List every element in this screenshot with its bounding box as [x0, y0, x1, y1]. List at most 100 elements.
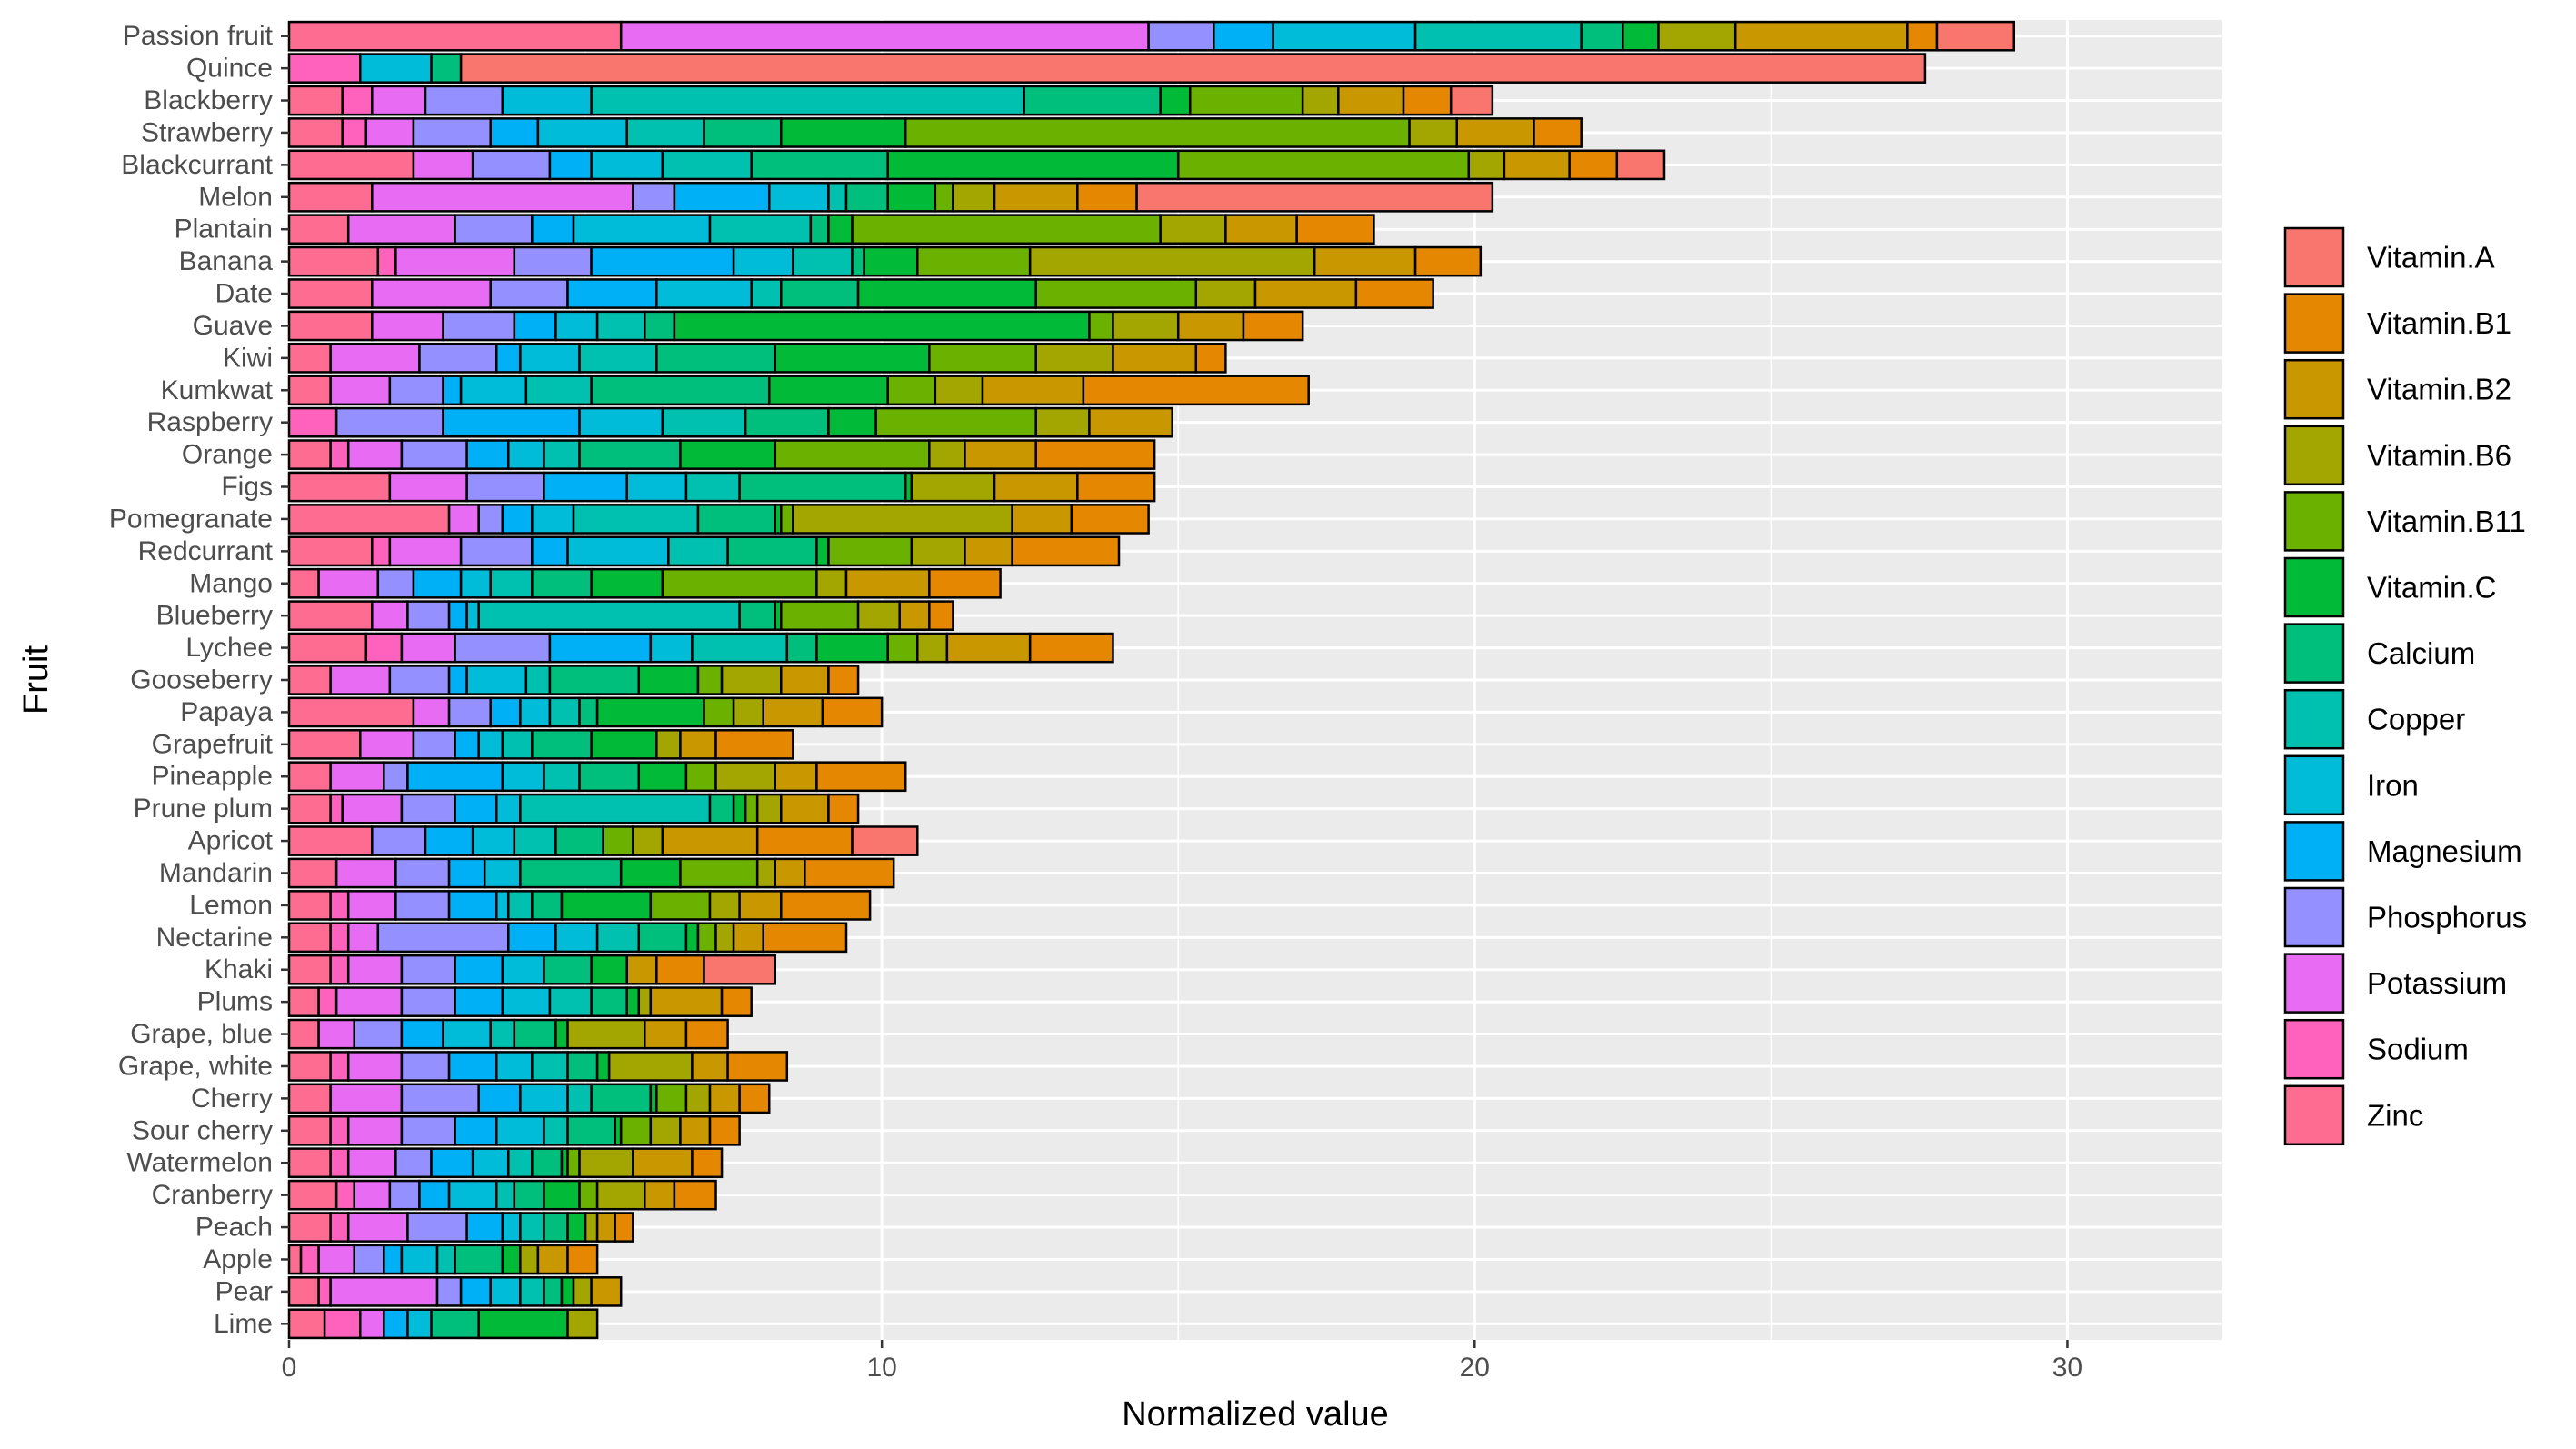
bar-segment [595, 696, 705, 728]
legend-key [2283, 754, 2345, 816]
bar-segment [684, 1083, 712, 1114]
bar-segment [1112, 343, 1198, 374]
y-tick-label: Blackberry [144, 85, 273, 115]
bar-segment [287, 954, 332, 985]
bar-segment [744, 406, 830, 438]
bar-segment [287, 1114, 332, 1146]
bar-segment [495, 343, 522, 374]
bar-segment [827, 535, 914, 567]
y-tick-label: Grape, blue [130, 1019, 273, 1049]
bar-segment [1253, 278, 1358, 309]
bar-segment [691, 1051, 729, 1082]
bar-segment [644, 1018, 688, 1050]
bar-segment [364, 632, 404, 664]
bar-segment [655, 1083, 688, 1114]
bar-segment [489, 1018, 516, 1050]
legend-label: Vitamin.B6 [2367, 438, 2511, 472]
bar-segment [442, 406, 581, 438]
y-tick-label: Banana [179, 246, 274, 276]
bar-segment [465, 439, 510, 470]
bar-segment [334, 986, 404, 1017]
bar-segment [287, 665, 332, 695]
bar-segment [738, 600, 777, 632]
bar-segment [287, 471, 392, 503]
bar-segment [815, 761, 907, 793]
bar-segment [566, 1083, 593, 1114]
legend-key [2283, 1018, 2345, 1080]
legend-key [2283, 226, 2345, 288]
bar-segment [406, 761, 504, 793]
legend-label: Phosphorus [2367, 901, 2527, 934]
legend-key [2283, 556, 2345, 618]
bar-segment [329, 1276, 439, 1307]
bar-segment [394, 1147, 433, 1179]
bar-segment [1272, 20, 1417, 52]
bar-segment [287, 728, 362, 760]
bar-segment [815, 632, 889, 664]
bar-segment [418, 343, 498, 374]
bar-segment [1657, 20, 1737, 52]
bar-segment [637, 761, 688, 793]
bar-segment [886, 181, 937, 213]
bar-segment [371, 600, 409, 632]
x-tick-label: 10 [866, 1353, 896, 1383]
bar-segment [708, 214, 813, 245]
bar-segment [684, 1018, 729, 1050]
bar-segment [394, 857, 451, 889]
legend-label: Zinc [2367, 1098, 2423, 1132]
bar-segment [471, 1147, 510, 1179]
bar-segment [815, 535, 830, 567]
y-tick-label: Apple [203, 1244, 273, 1274]
bar-segment [507, 1147, 534, 1179]
bar-segment [454, 1244, 504, 1275]
legend-label: Vitamin.C [2367, 571, 2496, 605]
bar-segment [1194, 278, 1257, 309]
bar-segment [287, 214, 350, 245]
bar-segment [684, 922, 700, 954]
y-axis-title: Fruit [17, 645, 55, 715]
x-tick-label: 0 [282, 1353, 297, 1383]
bar-segment [738, 1083, 771, 1114]
bar-segment [590, 567, 664, 599]
bar-segment [1070, 504, 1150, 535]
bar-segment [513, 825, 557, 856]
bar-segment [1194, 343, 1227, 374]
bar-segment [595, 1212, 616, 1243]
bar-segment [287, 504, 451, 535]
bar-segment [543, 1212, 569, 1243]
y-tick-label: Cranberry [152, 1180, 273, 1210]
bar-segment [590, 149, 664, 181]
bar-segment [780, 890, 872, 921]
bar-segment [703, 954, 777, 985]
bar-segment [1402, 85, 1453, 116]
bar-segment [1076, 471, 1156, 503]
bar-segment [346, 922, 380, 954]
bar-segment [383, 1308, 409, 1340]
bar-segment [376, 922, 510, 954]
legend-label: Calcium [2367, 636, 2475, 670]
bar-segment [329, 343, 421, 374]
bar-segment [928, 600, 954, 632]
bar-segment [287, 1179, 338, 1211]
bar-segment [519, 1083, 569, 1114]
bar-segment [287, 439, 332, 470]
bar-segment [673, 310, 1091, 342]
bar-segment [774, 439, 931, 470]
bar-segment [465, 600, 480, 632]
bar-segment [376, 567, 415, 599]
y-tick-label: Pomegranate [109, 504, 273, 534]
bar-segment [661, 825, 759, 856]
bar-segment [359, 728, 415, 760]
bar-segment [780, 600, 860, 632]
bar-segment [792, 504, 1013, 535]
bar-segment [661, 406, 747, 438]
bar-segment [519, 1276, 545, 1307]
bar-segment [649, 632, 694, 664]
bar-segment [1455, 117, 1535, 148]
bar-segment [287, 632, 368, 664]
bar-segment [341, 85, 374, 116]
bar-segment [447, 504, 480, 535]
bar-segment [454, 1114, 498, 1146]
bar-segment [406, 600, 451, 632]
